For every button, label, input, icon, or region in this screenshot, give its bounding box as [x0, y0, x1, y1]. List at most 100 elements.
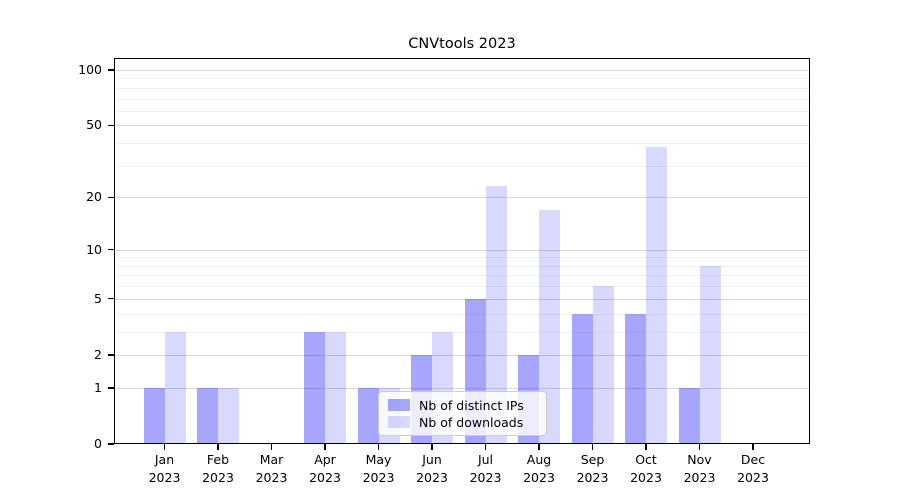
bar-ips-nov: [678, 387, 700, 444]
legend-label-distinct-ips: Nb of distinct IPs: [419, 397, 524, 413]
bar-downloads-jul: [485, 186, 507, 444]
x-tick-year: 2023: [255, 469, 288, 485]
x-tick-month: Mar: [259, 452, 284, 467]
x-tick-year: 2023: [202, 469, 234, 485]
bar-downloads-apr: [325, 331, 346, 444]
x-tick-mark: [645, 444, 647, 450]
x-tick-year: 2023: [630, 469, 662, 485]
y-tick-label: 1: [94, 379, 102, 395]
gridline-major: [114, 69, 810, 71]
bar-downloads-nov: [699, 265, 721, 444]
gridline-major: [114, 249, 810, 251]
legend-swatch-downloads: [388, 416, 410, 428]
y-tick-label: 2: [94, 346, 102, 362]
x-tick-label-feb: Feb 2023: [191, 451, 245, 486]
y-tick-mark: [108, 124, 114, 127]
bar-ips-may: [357, 387, 379, 444]
x-tick-mark: [163, 444, 166, 450]
gridline-minor: [114, 87, 810, 89]
x-tick-month: Jun: [422, 452, 442, 467]
y-tick-mark: [108, 443, 114, 445]
y-tick-mark: [108, 298, 114, 300]
bar-ips-feb: [197, 387, 218, 444]
x-tick-mark: [270, 444, 273, 450]
x-tick-year: 2023: [362, 469, 395, 485]
gridline-major: [114, 298, 810, 300]
gridline-minor: [114, 286, 810, 288]
y-tick-mark: [108, 387, 114, 389]
x-tick-month: Jan: [154, 452, 175, 467]
chart-title: CNVtools 2023: [408, 36, 516, 52]
bar-downloads-feb: [218, 387, 239, 444]
gridline-minor: [114, 165, 810, 167]
gridline-major: [114, 387, 810, 389]
x-tick-year: 2023: [416, 469, 448, 485]
y-tick-mark: [108, 354, 114, 356]
gridline-minor: [114, 331, 810, 333]
x-tick-label-jan: Jan 2023: [138, 451, 192, 486]
x-tick-label-oct: Oct 2023: [619, 451, 673, 486]
bar-downloads-sep: [592, 286, 614, 444]
gridline-minor: [114, 265, 810, 267]
x-tick-month: Oct: [635, 452, 657, 467]
x-tick-mark: [752, 444, 754, 450]
x-tick-month: Jul: [477, 452, 494, 467]
y-tick-label: 0: [94, 436, 102, 451]
gridline-minor: [114, 313, 810, 315]
y-tick-label: 5: [94, 290, 102, 306]
gridline-minor: [114, 78, 810, 80]
legend: Nb of distinct IPs Nb of downloads: [378, 391, 547, 436]
x-tick-label-jul: Jul 2023: [459, 451, 513, 486]
y-tick-label: 10: [86, 241, 102, 257]
gridline-minor: [114, 143, 810, 145]
x-tick-month: May: [365, 452, 392, 467]
gridline-major: [114, 125, 810, 127]
x-tick-mark: [591, 444, 594, 450]
x-tick-month: Aug: [526, 452, 552, 467]
x-tick-mark: [217, 444, 219, 450]
y-tick-mark: [108, 248, 114, 251]
x-tick-label-jun: Jun 2023: [405, 451, 459, 486]
gridline-minor: [114, 275, 810, 277]
x-tick-year: 2023: [683, 469, 716, 485]
x-tick-label-sep: Sep 2023: [566, 451, 620, 486]
bar-ips-sep: [571, 313, 593, 444]
y-tick-label: 20: [86, 189, 102, 205]
y-tick-label: 100: [78, 61, 102, 77]
x-tick-year: 2023: [523, 469, 555, 485]
x-tick-label-apr: Apr 2023: [298, 451, 352, 486]
legend-item-distinct-ips: Nb of distinct IPs: [388, 397, 537, 413]
bar-ips-apr: [304, 331, 325, 444]
x-tick-month: Sep: [580, 452, 605, 467]
x-tick-mark: [538, 444, 540, 450]
x-tick-label-dec: Dec 2023: [726, 451, 780, 486]
gridline-minor: [114, 110, 810, 112]
gridline-minor: [114, 98, 810, 100]
x-tick-label-nov: Nov 2023: [673, 451, 727, 486]
x-tick-month: Dec: [740, 452, 766, 467]
x-tick-month: Nov: [687, 452, 712, 467]
x-tick-year: 2023: [309, 469, 341, 485]
x-tick-label-mar: Mar 2023: [245, 451, 299, 486]
x-tick-month: Feb: [206, 452, 230, 467]
x-tick-label-may: May 2023: [352, 451, 406, 486]
bar-ips-jan: [143, 387, 165, 444]
x-tick-mark: [377, 444, 380, 450]
y-tick-mark: [108, 69, 114, 71]
legend-label-downloads: Nb of downloads: [419, 414, 524, 430]
bar-downloads-aug: [539, 209, 560, 444]
x-tick-mark: [324, 444, 326, 450]
bar-ips-oct: [625, 313, 646, 444]
gridline-minor: [114, 257, 810, 259]
x-tick-mark: [431, 444, 433, 450]
y-tick-mark: [108, 196, 114, 198]
x-tick-label-aug: Aug 2023: [512, 451, 566, 486]
x-tick-year: 2023: [737, 469, 769, 485]
x-tick-mark: [698, 444, 701, 450]
legend-item-downloads: Nb of downloads: [388, 414, 537, 430]
gridline-major: [114, 197, 810, 199]
legend-swatch-distinct-ips: [388, 399, 410, 411]
bar-downloads-jan: [164, 331, 186, 444]
gridline-major: [114, 354, 810, 356]
